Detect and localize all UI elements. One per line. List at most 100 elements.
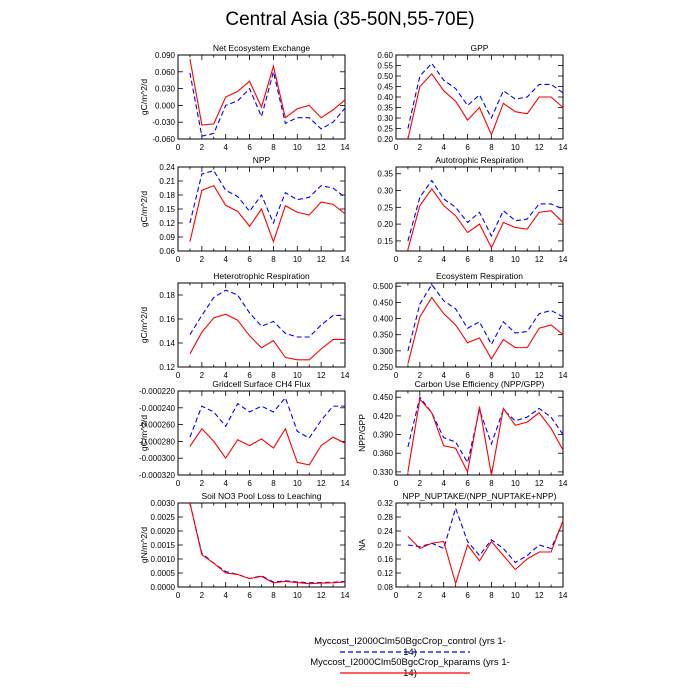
x-tick-label: 8: [489, 591, 494, 600]
y-tick-label: -0.000280: [139, 437, 176, 446]
figure-title: Central Asia (35-50N,55-70E): [225, 9, 475, 30]
y-tick-label: 0.16: [377, 555, 393, 564]
y-tick-label: -0.000240: [139, 404, 176, 413]
panel-title: NPP_NUPTAKE/(NPP_NUPTAKE+NPP): [403, 491, 557, 501]
series-line-kparams: [189, 502, 346, 585]
series-line-control: [407, 283, 564, 351]
x-tick-label: 10: [293, 591, 302, 600]
x-tick-label: 14: [341, 371, 350, 380]
y-tick-label: 0.0005: [151, 569, 176, 578]
plot-frame: [177, 502, 346, 588]
x-tick-label: 6: [465, 479, 470, 488]
x-tick-label: 4: [223, 143, 228, 152]
panel-title: Ecosystem Respiration: [436, 271, 523, 281]
x-tick-label: 6: [465, 371, 470, 380]
chart-panel: Net Ecosystem Exchange 0 2 4 6 8 10 12 14 -0.060 -…: [139, 43, 350, 152]
x-tick-label: 0: [394, 255, 399, 264]
chart-panel: GPP 0 2 4 6 8 10 12 14 0.200.25 0.300.35 0.400.45 0.…: [377, 43, 568, 152]
y-tick-label: 0.21: [159, 177, 175, 186]
y-tick-label: 0.030: [155, 85, 176, 94]
x-tick-label: 12: [535, 143, 544, 152]
x-tick-label: 12: [535, 479, 544, 488]
y-tick-label: 0.35: [377, 170, 393, 179]
plot-frame: [177, 54, 346, 140]
chart-panel: Heterotrophic Respiration 0 2 4 6 8 10 12 14 0.12…: [139, 271, 350, 380]
plot-frame: [395, 282, 564, 368]
y-tick-label: 0.12: [159, 219, 175, 228]
panel-title: Heterotrophic Respiration: [213, 271, 310, 281]
x-tick-label: 6: [247, 591, 252, 600]
y-tick-label: 0.09: [159, 233, 175, 242]
y-tick-label: -0.000260: [139, 421, 176, 430]
x-tick-label: 4: [223, 591, 228, 600]
y-tick-label: 0.24: [159, 163, 175, 172]
y-tick-label: 0.14: [159, 339, 175, 348]
y-tick-label: 0.32: [377, 499, 393, 508]
x-tick-label: 4: [223, 371, 228, 380]
chart-panel: Carbon Use Efficiency (NPP/GPP) 0 2 4 6 8 10 12…: [357, 379, 568, 488]
y-axis-label: gC/m^2/d: [139, 415, 149, 451]
x-tick-label: 12: [317, 143, 326, 152]
series-line-kparams: [189, 58, 346, 126]
y-tick-label: 0.16: [159, 315, 175, 324]
y-tick-label: -0.060: [152, 135, 175, 144]
plot-frame: [177, 390, 346, 476]
x-tick-label: 10: [511, 255, 520, 264]
series-line-control: [189, 289, 345, 338]
x-tick-label: 14: [559, 255, 568, 264]
panel-title: Soil NO3 Pool Loss to Leaching: [201, 491, 321, 501]
x-tick-label: 0: [176, 371, 181, 380]
x-tick-label: 2: [200, 143, 205, 152]
x-tick-label: 10: [511, 143, 520, 152]
x-tick-label: 12: [535, 255, 544, 264]
y-axis-label: NPP/GPP: [357, 414, 367, 452]
x-tick-label: 0: [176, 143, 181, 152]
panel-title: Autotrophic Respiration: [435, 155, 524, 165]
x-tick-label: 10: [511, 591, 520, 600]
x-tick-label: 2: [200, 371, 205, 380]
x-tick-label: 4: [441, 143, 446, 152]
chart-panel: Autotrophic Respiration 0 2 4 6 8 10 12 14 0.15 0.…: [377, 155, 568, 264]
series-line-control: [407, 506, 564, 564]
series-line-control: [189, 396, 345, 439]
y-tick-label: 0.350: [373, 331, 394, 340]
y-tick-label: 0.12: [377, 569, 393, 578]
x-tick-label: 8: [271, 371, 276, 380]
plot-frame: [395, 166, 564, 252]
x-tick-label: 12: [317, 371, 326, 380]
series-line-kparams: [189, 427, 346, 466]
y-tick-label: 0.25: [377, 203, 393, 212]
series-line-control: [407, 179, 564, 242]
y-tick-label: 0.000: [155, 101, 176, 110]
y-tick-label: 0.06: [159, 247, 175, 256]
y-tick-label: 0.15: [159, 205, 175, 214]
x-tick-label: 6: [247, 479, 252, 488]
y-tick-label: 0.0010: [151, 555, 176, 564]
y-tick-label: 0.30: [377, 187, 393, 196]
x-tick-label: 4: [223, 255, 228, 264]
y-tick-label: -0.000220: [139, 387, 176, 396]
plot-frame: [177, 282, 346, 368]
y-tick-label: 0.390: [373, 431, 394, 440]
y-tick-label: 0.330: [373, 468, 394, 477]
plot-frame: [395, 54, 564, 140]
x-tick-label: 14: [341, 255, 350, 264]
chart-panel: NPP_NUPTAKE/(NPP_NUPTAKE+NPP) 0 2 4 6 8 10 12 14…: [357, 491, 568, 600]
y-tick-label: 0.0015: [151, 541, 176, 550]
x-tick-label: 6: [247, 371, 252, 380]
x-tick-label: 12: [535, 371, 544, 380]
x-tick-label: 0: [176, 591, 181, 600]
chart-panel: Ecosystem Respiration 0 2 4 6 8 10 12 14 0.250 0.3…: [373, 271, 568, 380]
y-tick-label: 0.400: [373, 315, 394, 324]
y-tick-label: 0.40: [377, 93, 393, 102]
x-tick-label: 4: [441, 591, 446, 600]
x-tick-label: 6: [465, 255, 470, 264]
y-tick-label: 0.450: [373, 393, 394, 402]
y-tick-label: 0.55: [377, 62, 393, 71]
y-tick-label: 0.28: [377, 513, 393, 522]
series-line-kparams: [407, 397, 564, 476]
x-tick-label: 8: [489, 371, 494, 380]
series-line-kparams: [189, 313, 345, 361]
y-tick-label: -0.030: [152, 118, 175, 127]
